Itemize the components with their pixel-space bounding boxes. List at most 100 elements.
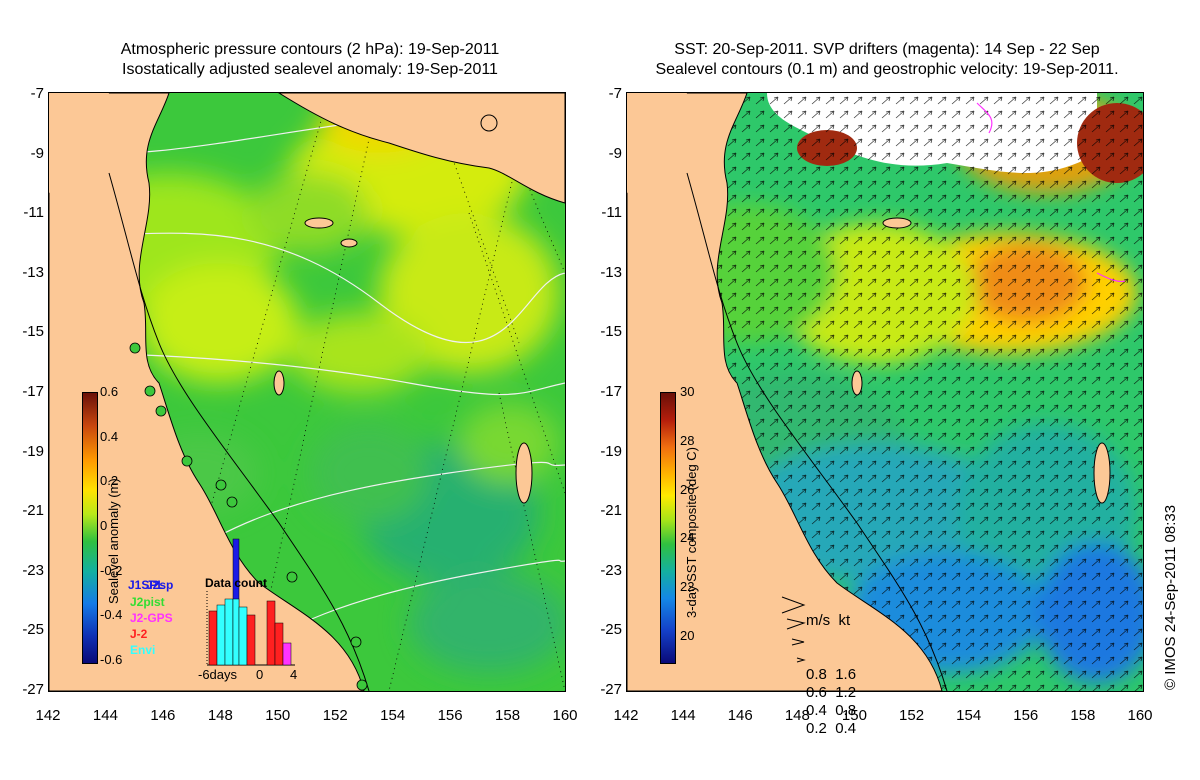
velocity-kt-value: 0.8 [835, 702, 857, 719]
left-y-tick: -15 [22, 323, 44, 341]
histogram-legend-item: J2sp [146, 578, 174, 592]
copyright-notice: © IMOS 24-Sep-2011 08:33 [1162, 504, 1179, 690]
right-x-tick: 150 [841, 707, 867, 724]
right-y-tick: -7 [608, 85, 622, 102]
left-y-tick: -19 [22, 442, 44, 460]
left-x-tick: 160 [552, 707, 578, 724]
histogram-x-tick: -6days [198, 667, 238, 682]
velocity-ms-value: 0.4 [806, 702, 827, 719]
left-y-tick: -17 [22, 383, 44, 400]
data-count-histogram [206, 538, 295, 666]
left-title-line2: Isostatically adjusted sealevel anomaly:… [122, 61, 498, 78]
left-x-tick: 146 [150, 707, 176, 724]
left-y-tick: -11 [23, 204, 44, 222]
islands [273, 114, 533, 504]
histogram-x-tick: 0 [256, 667, 264, 682]
sst-colorbar-tick: 22 [680, 579, 695, 595]
hist-bar [224, 598, 234, 666]
right-y-tick: -17 [600, 383, 622, 400]
sealevel-colorbar-tick: 0.6 [100, 384, 119, 399]
right-y-tick: -13 [600, 263, 622, 281]
right-title-line1: SST: 20-Sep-2011. SVP drifters (magenta)… [674, 41, 1100, 58]
hist-bar [274, 622, 284, 666]
right-y-tick: -9 [608, 144, 622, 162]
isobath [686, 172, 948, 691]
hist-bar [238, 606, 248, 666]
sealevel-colorbar-tick: 0.4 [100, 428, 119, 444]
sst-colorbar-tick: 30 [680, 384, 695, 399]
left-y-tick: -7 [30, 85, 44, 102]
right-x-tick: 152 [899, 707, 925, 724]
gulf-land [49, 93, 109, 193]
left-x-tick: 144 [92, 707, 118, 724]
left-x-tick: 152 [322, 707, 348, 724]
sst-colorbar-tick: 28 [680, 432, 695, 448]
sealevel-colorbar-title: Sealevel anomaly (m) [106, 478, 121, 604]
left-y-tick: -23 [22, 561, 44, 579]
left-x-tick: 150 [265, 707, 291, 724]
right-y-tick: -27 [600, 681, 622, 698]
hist-bar [232, 598, 240, 666]
sealevel-anomaly-map-svg [49, 93, 565, 691]
velocity-legend-row: 0.8 1.6 [806, 666, 856, 684]
velocity-legend-arrows [781, 596, 806, 663]
left-y-tick: -13 [22, 263, 44, 281]
velocity-ms-value: 0.8 [806, 666, 827, 683]
sst-colorbar-title: 3-day SST composite (deg C) [684, 447, 699, 618]
sst-map [626, 92, 1144, 692]
left-y-tick: -27 [22, 681, 44, 698]
satellite-tracks [208, 93, 565, 691]
right-map-title: SST: 20-Sep-2011. SVP drifters (magenta)… [592, 40, 1182, 80]
velocity-kt-value: 1.6 [835, 666, 857, 683]
gulf-land [627, 93, 687, 193]
right-x-tick: 144 [670, 707, 696, 724]
velocity-legend-header: m/s kt [806, 612, 856, 630]
right-y-tick: -21 [600, 502, 622, 520]
sst-colorbar-tick: 20 [680, 628, 695, 643]
right-y-tick: -11 [601, 204, 622, 222]
velocity-legend-rows: 0.8 1.6 0.6 1.2 0.4 0.8 0.2 0.4 [806, 666, 856, 738]
velocity-header-kt: kt [838, 612, 851, 629]
left-x-tick: 142 [35, 707, 61, 724]
left-x-tick: 148 [207, 707, 233, 724]
histogram-legend-item: J-2 [130, 627, 148, 641]
svp-drifter-tracks [976, 102, 1126, 283]
right-x-tick: 160 [1127, 707, 1153, 724]
velocity-legend: m/s kt 0.8 1.6 0.6 1.2 0.4 0.8 0.2 0.4 [806, 576, 856, 756]
left-map-title: Atmospheric pressure contours (2 hPa): 1… [40, 40, 580, 80]
velocity-ms-value: 0.2 [806, 720, 827, 737]
hist-bar [266, 600, 276, 666]
hist-bar [216, 604, 226, 666]
left-x-tick: 156 [437, 707, 463, 724]
left-y-tick: -21 [22, 502, 44, 520]
sealevel-colorbar-tick: -0.2 [100, 562, 123, 578]
right-title-line2: Sealevel contours (0.1 m) and geostrophi… [655, 61, 1119, 78]
sealevel-anomaly-map [48, 92, 566, 692]
sealevel-colorbar [82, 392, 98, 664]
histogram-legend-item: J1SPL [128, 578, 165, 592]
right-x-tick: 142 [613, 707, 639, 724]
hist-bar [246, 614, 256, 666]
velocity-legend-row: 0.2 0.4 [806, 720, 856, 738]
right-y-tick: -19 [600, 442, 622, 460]
histogram-legend-item: J2pist [130, 595, 165, 609]
sst-colorbar [660, 392, 676, 664]
right-x-tick: 158 [1070, 707, 1096, 724]
velocity-legend-row: 0.6 1.2 [806, 684, 856, 702]
velocity-kt-value: 1.2 [835, 684, 857, 701]
hist-bar [208, 610, 218, 666]
velocity-legend-row: 0.4 0.8 [806, 702, 856, 720]
histogram-x-tick: 4 [290, 667, 298, 682]
histogram-legend-item: Envi [130, 643, 156, 657]
histogram-legend-item: J2-GPS [130, 611, 173, 625]
sealevel-colorbar-tick: -0.6 [100, 652, 123, 667]
sst-map-svg [627, 93, 1143, 691]
right-y-tick: -15 [600, 323, 622, 341]
tide-gauges [129, 342, 368, 691]
right-x-tick: 148 [784, 707, 810, 724]
sealevel-colorbar-tick: -0.4 [100, 607, 123, 623]
left-title-line1: Atmospheric pressure contours (2 hPa): 1… [120, 41, 500, 58]
sst-colorbar-tick: 26 [680, 481, 695, 497]
left-x-tick: 154 [380, 707, 406, 724]
right-y-tick: -23 [600, 561, 622, 579]
